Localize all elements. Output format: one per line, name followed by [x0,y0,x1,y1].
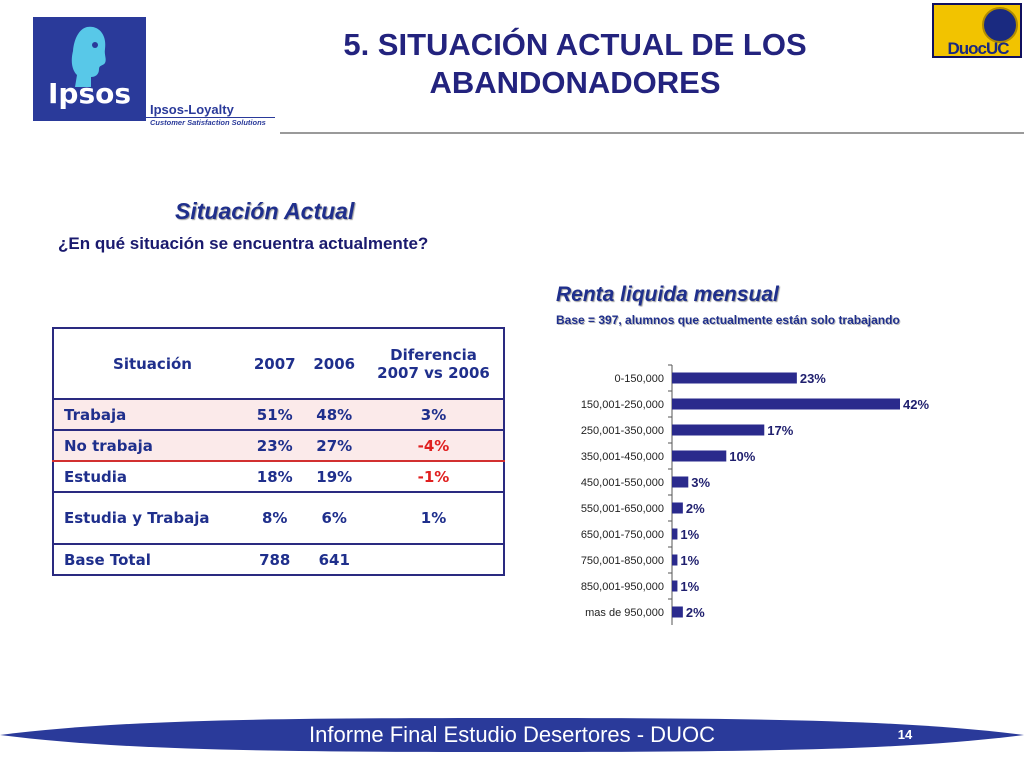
footer-text: Informe Final Estudio Desertores - DUOC [309,722,715,747]
cell-2007: 18% [244,461,305,493]
bar [672,424,765,436]
section-question: ¿En qué situación se encuentra actualmen… [58,234,429,253]
value-label: 2% [686,605,705,620]
row-label: Estudia y Trabaja [53,492,245,545]
table-row: No trabaja 23% 27% -4% [53,429,504,462]
value-label: 42% [903,397,929,412]
table-header: 2006 [304,328,364,400]
category-label: 850,001-950,000 [581,581,664,593]
cell-diff: 1% [364,492,504,545]
emblem-icon [982,7,1018,43]
title-line-2: ABANDONADORES [429,65,721,100]
value-label: 2% [686,501,705,516]
logo-divider [145,117,275,118]
table-row: Estudia y Trabaja 8% 6% 1% [53,492,504,545]
cell-diff: 3% [364,398,504,431]
category-label: 0-150,000 [614,373,664,385]
value-label: 17% [767,423,793,438]
situation-table: Situación 2007 2006 Diferencia 2007 vs 2… [52,327,505,576]
bar [672,476,689,488]
row-label: Estudia [53,461,245,493]
bar [672,372,797,384]
category-label: 550,001-650,000 [581,503,664,515]
value-label: 1% [680,527,699,542]
table-row: Base Total 788 641 [53,544,504,576]
cell-2007: 51% [244,398,305,431]
logo-wordmark: Ipsos [47,77,132,110]
table-header-row: Situación 2007 2006 Diferencia 2007 vs 2… [53,328,504,400]
bar [672,502,683,514]
table-row: Estudia 18% 19% -1% [53,461,504,493]
logo-subbrand: Ipsos-Loyalty [150,102,234,117]
footer-band [0,718,1024,752]
cell-2006: 641 [304,544,364,576]
category-label: 250,001-350,000 [581,425,664,437]
row-label: Base Total [53,544,245,576]
bar [672,606,683,618]
table-header: 2007 [244,328,305,400]
cell-2007: 8% [244,492,305,545]
table-row: Trabaja 51% 48% 3% [53,398,504,431]
category-label: 450,001-550,000 [581,477,664,489]
section-title: Situación Actual [175,198,355,224]
category-label: 350,001-450,000 [581,451,664,463]
category-label: 650,001-750,000 [581,529,664,541]
page-number: 14 [897,727,913,742]
ipsos-logo: Ipsos [33,17,146,121]
category-label: 750,001-850,000 [581,555,664,567]
duoc-wordmark: DuocUC [947,39,1009,58]
value-label: 23% [800,371,826,386]
head-silhouette-icon [71,26,106,87]
cell-diff: -1% [364,461,504,493]
cell-diff [364,544,504,576]
bar [672,398,900,410]
value-label: 3% [691,475,710,490]
logo-tagline: Customer Satisfaction Solutions [150,118,266,127]
table-header: Situación [53,328,245,400]
bar [672,580,678,592]
row-label: Trabaja [53,398,245,431]
category-label: 150,001-250,000 [581,399,664,411]
title-rule [280,132,1024,134]
bar [672,528,678,540]
chart-title: Renta liquida mensual [556,283,779,306]
bar [672,450,727,462]
page-title: 5. SITUACIÓN ACTUAL DE LOS ABANDONADORES [280,26,870,102]
chart-subtitle: Base = 397, alumnos que actualmente está… [556,313,900,327]
cell-2007: 23% [244,429,305,462]
title-line-1: 5. SITUACIÓN ACTUAL DE LOS [343,27,807,62]
value-label: 10% [729,449,755,464]
cell-2006: 19% [304,461,364,493]
cell-diff: -4% [364,429,504,462]
cell-2006: 6% [304,492,364,545]
cell-2006: 27% [304,429,364,462]
row-label: No trabaja [53,429,245,462]
income-bar-chart: 0-150,000 23% 150,001-250,000 42% 250,001-35… [581,364,929,625]
value-label: 1% [680,553,699,568]
value-label: 1% [680,579,699,594]
cell-2007: 788 [244,544,305,576]
cell-2006: 48% [304,398,364,431]
category-label: mas de 950,000 [585,607,664,619]
duoc-logo: DuocUC [932,3,1022,58]
table-header: Diferencia 2007 vs 2006 [364,328,504,400]
bar [672,554,678,566]
